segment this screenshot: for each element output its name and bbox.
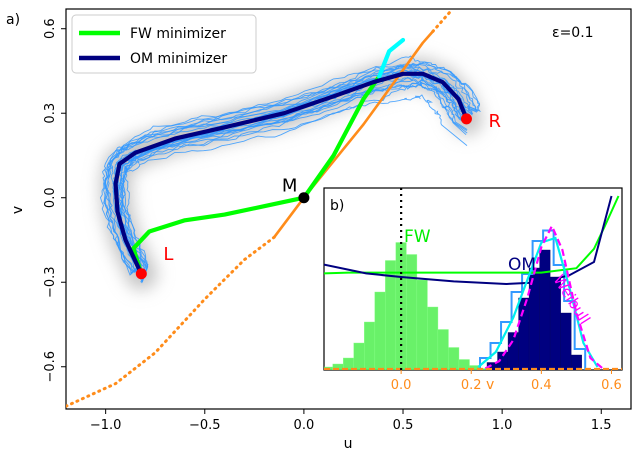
inset-x-tick-label: 0.6 [601,378,622,393]
histogram-bar [458,359,470,370]
x-tick-label: 1.5 [591,418,612,433]
orange-manifold-line [272,30,435,239]
trajectory-line [124,81,468,283]
histogram-bar [416,279,428,370]
inset-plot: 0.0 0.2 0.4 0.6 b) FW OM Weibull v [323,187,623,393]
fixed-points [135,113,472,280]
trajectory-line [119,94,468,280]
histogram-bar [518,297,530,370]
y-tick-label: 0.3 [43,103,58,124]
inset-curves [324,195,622,370]
density-curve [477,236,599,368]
inset-x-axis-label: v [486,377,494,393]
x-tick-label: 0.5 [393,418,414,433]
orange-manifold-line [431,9,455,33]
main-axes-ticks: −1.0 −0.5 0.0 0.5 1.0 1.5 0.6 0.3 0.0 −0.3 −0.6 [43,18,612,433]
trajectory-line [105,65,468,272]
inset-x-tick-label: 0.2 [461,378,482,393]
fixed-point-label: M [282,176,298,197]
fixed-point-marker [135,268,147,280]
inset-x-tick-label: 0.0 [391,378,412,393]
inset-label-om: OM [508,255,536,275]
histogram-bar [539,249,551,370]
trajectory-line [120,77,467,280]
fixed-point-marker [298,192,310,204]
density-curve [484,223,606,370]
legend-label-fw: FW minimizer [130,26,226,42]
inset-x-tick-label: 0.4 [531,378,552,393]
x-tick-label: 0.0 [294,418,315,433]
y-tick-label: −0.6 [43,351,58,383]
y-tick-label: 0.6 [43,18,58,39]
panel-b-label: b) [330,198,344,214]
inset-axes-ticks: 0.0 0.2 0.4 0.6 [391,370,622,393]
y-tick-label: 0.0 [43,187,58,208]
histogram-bar [364,321,376,370]
potential-curve [324,195,613,286]
histogram-bar [560,312,572,370]
x-axis-label: u [344,436,353,452]
legend: FW minimizer OM minimizer [71,14,257,74]
histogram-bar [353,342,365,370]
om-minimizer-line [113,71,469,276]
inset-label-fw: FW [404,227,431,247]
trajectory-line [122,77,468,279]
y-tick-label: −0.3 [43,266,58,298]
histogram-bar [374,291,386,370]
main-series [66,9,469,408]
histogram-bar [570,354,582,370]
panel-a-label: a) [6,12,20,28]
histogram-bar [448,347,460,370]
histogram-bar [427,306,439,370]
fw-minimizer-line [131,74,382,276]
legend-label-om: OM minimizer [130,51,227,67]
trajectory-line [104,67,469,273]
epsilon-annotation: ε=0.1 [552,25,594,41]
x-tick-label: −0.5 [189,418,221,433]
x-tick-label: −1.0 [90,418,122,433]
trajectory-line [102,64,474,276]
cyan-segment-line [377,37,406,79]
fixed-point-label: L [163,244,173,265]
fixed-point-marker [460,113,472,125]
histogram-bar [507,332,519,370]
x-tick-label: 1.0 [492,418,513,433]
histogram-bar [437,329,449,370]
inset-histograms [324,229,587,370]
fixed-point-label: R [488,111,501,132]
histogram-outline [479,229,587,370]
y-axis-label: v [10,206,26,214]
trajectory-line [113,64,477,282]
orange-manifold-line [66,235,276,408]
